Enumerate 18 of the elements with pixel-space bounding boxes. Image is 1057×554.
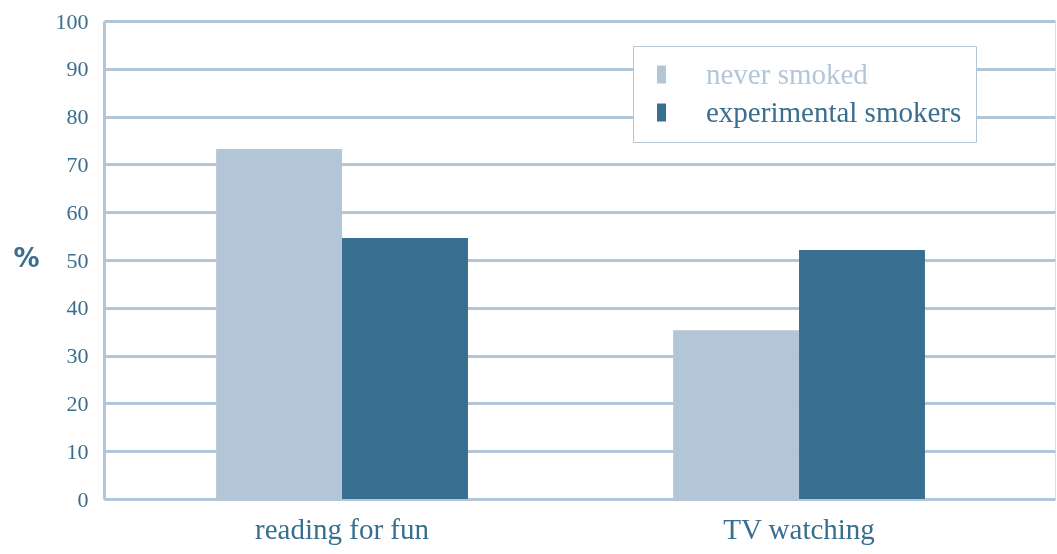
y-tick-label: 50	[66, 247, 89, 273]
y-tick-label: 40	[66, 295, 89, 321]
y-tick-label: 60	[66, 199, 89, 225]
y-tick-label: 90	[66, 56, 89, 82]
legend-label: experimental smokers	[706, 95, 962, 128]
legend-label: never smoked	[706, 57, 869, 90]
x-tick-label: reading for fun	[255, 512, 430, 545]
bar	[799, 249, 925, 499]
y-tick-label: 10	[66, 438, 89, 464]
y-tick-label: 80	[66, 104, 89, 130]
y-tick-label: 70	[66, 151, 89, 177]
y-tick-label: 30	[66, 343, 89, 369]
y-tick-label: 0	[77, 486, 89, 512]
y-axis-title: %	[13, 242, 40, 273]
y-tick-label: 20	[66, 390, 89, 416]
bar	[342, 238, 468, 499]
x-tick-label: TV watching	[723, 512, 875, 545]
y-tick-label: 100	[55, 8, 89, 34]
